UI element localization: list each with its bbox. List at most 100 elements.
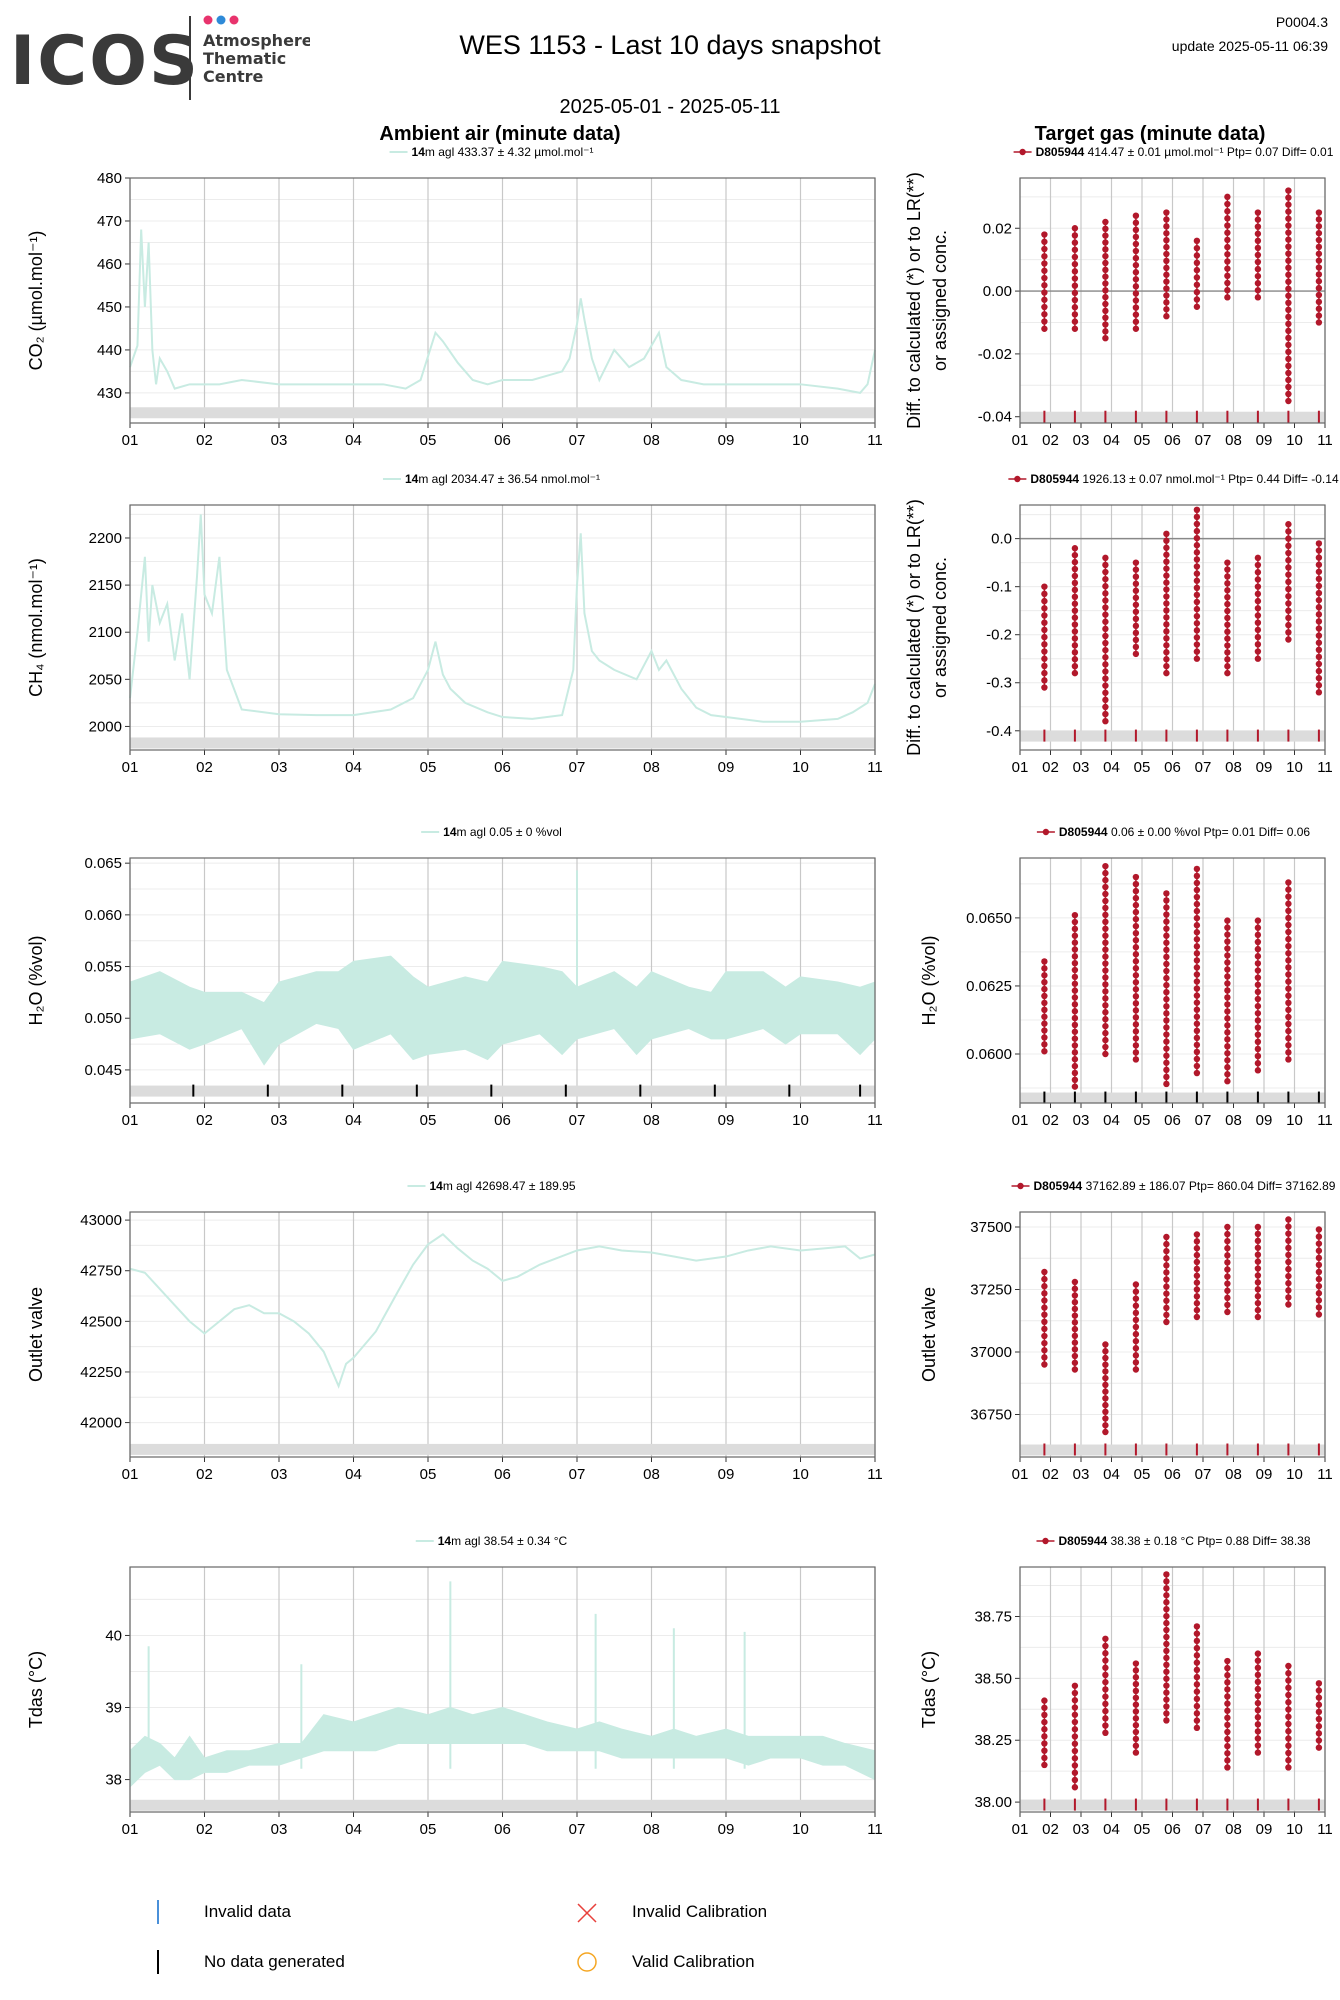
target-point — [1224, 924, 1231, 931]
target-point — [1071, 1298, 1079, 1306]
ambient-series-line — [129, 514, 876, 723]
target-point — [1163, 939, 1170, 946]
x-tick-label: 01 — [1012, 1112, 1029, 1129]
target-point — [1163, 656, 1170, 663]
x-tick-label: 10 — [792, 432, 809, 449]
target-point — [1132, 1000, 1140, 1007]
target-point — [1254, 1728, 1262, 1735]
target-point — [1224, 669, 1231, 677]
y-tick-label: 0.0600 — [966, 1046, 1012, 1063]
target-point — [1071, 1704, 1079, 1711]
target-point — [1132, 290, 1140, 297]
target-point — [1224, 1714, 1231, 1721]
target-point — [1071, 1776, 1079, 1784]
x-tick-label: 07 — [1195, 759, 1212, 776]
y-tick-label: 43000 — [80, 1212, 122, 1229]
target-point — [1254, 1313, 1262, 1321]
x-tick-label: 03 — [271, 1112, 288, 1129]
target-point — [1163, 230, 1170, 237]
x-tick-label: 04 — [345, 432, 362, 449]
target-point — [1163, 1073, 1170, 1081]
target-point — [1163, 1017, 1170, 1024]
plot-frame — [129, 1566, 876, 1813]
y-tick-label: 37000 — [970, 1344, 1012, 1361]
target-point — [1254, 554, 1262, 562]
target-point — [1041, 583, 1048, 590]
target-point — [1285, 1662, 1292, 1670]
target-point — [1071, 987, 1079, 994]
x-tick-label: 08 — [1225, 432, 1242, 449]
target-point — [1193, 1245, 1201, 1252]
status-band — [1020, 730, 1325, 742]
target-point — [1071, 282, 1079, 289]
target-point — [1102, 568, 1109, 576]
target-point — [1254, 1286, 1262, 1293]
target-point — [1071, 994, 1079, 1001]
target-point — [1254, 230, 1262, 237]
target-point — [1315, 1304, 1323, 1311]
target-point — [1193, 1041, 1201, 1049]
target-point — [1193, 1717, 1201, 1724]
y-tick-label: 470 — [97, 213, 122, 230]
x-tick-label: 07 — [1195, 1821, 1212, 1838]
target-point — [1132, 1352, 1140, 1359]
charts-grid: 01 02 03 04 05 06 07 08 09 10 11 430 440 450 460 470 480… — [26, 145, 1339, 1838]
target-point — [1163, 1318, 1170, 1326]
x-tick-label: 09 — [718, 1821, 735, 1838]
status-band — [130, 407, 875, 419]
x-tick-label: 10 — [1286, 1112, 1303, 1129]
target-point — [1285, 1706, 1292, 1713]
target-column-title: Target gas (minute data) — [1034, 123, 1266, 145]
target-point — [1102, 696, 1109, 704]
target-point — [1315, 582, 1323, 590]
target-point — [1254, 1742, 1262, 1749]
target-point — [1224, 1294, 1231, 1302]
target-point — [1285, 1244, 1292, 1252]
target-point — [1163, 1031, 1170, 1038]
target-point — [1285, 893, 1292, 900]
target-point — [1254, 1306, 1262, 1314]
x-tick-label: 04 — [1103, 1466, 1120, 1483]
target-point — [1254, 265, 1262, 273]
x-tick-label: 11 — [867, 1112, 883, 1129]
target-point — [1224, 1721, 1231, 1729]
target-point — [1285, 943, 1292, 950]
target-point — [1102, 946, 1109, 953]
y-tick-label: -0.2 — [986, 627, 1012, 644]
target-point — [1163, 1668, 1170, 1675]
target-point — [1102, 897, 1109, 905]
target-point — [1071, 614, 1079, 621]
target-point — [1132, 1014, 1140, 1021]
target-point — [1224, 593, 1231, 601]
y-tick-label: -0.04 — [978, 409, 1012, 426]
target-point — [1071, 1359, 1079, 1366]
target-point — [1315, 1247, 1323, 1254]
target-point — [1193, 605, 1201, 613]
target-point — [1315, 305, 1323, 312]
target-point — [1041, 1347, 1048, 1354]
target-point — [1102, 604, 1109, 611]
x-tick-label: 05 — [1134, 759, 1151, 776]
target-point — [1224, 1050, 1231, 1057]
target-point — [1163, 932, 1170, 939]
target-point — [1132, 297, 1140, 304]
target-point — [1193, 627, 1201, 634]
target-point — [1102, 668, 1109, 675]
target-point — [1163, 614, 1170, 621]
target-point — [1132, 979, 1140, 986]
target-point — [1315, 1737, 1323, 1744]
plot-frame — [129, 504, 876, 751]
target-point — [1285, 341, 1292, 349]
legend-symbols — [157, 1900, 597, 1974]
target-point — [1163, 1592, 1170, 1599]
target-point — [1132, 615, 1140, 623]
target-point — [1285, 978, 1292, 985]
status-band — [130, 1085, 875, 1097]
target-point — [1102, 689, 1109, 696]
target-point — [1285, 1749, 1292, 1757]
x-tick-label: 01 — [122, 1466, 139, 1483]
target-point — [1285, 1006, 1292, 1014]
target-point — [1285, 600, 1292, 607]
x-tick-label: 09 — [1256, 1821, 1273, 1838]
target-point — [1071, 1285, 1079, 1292]
